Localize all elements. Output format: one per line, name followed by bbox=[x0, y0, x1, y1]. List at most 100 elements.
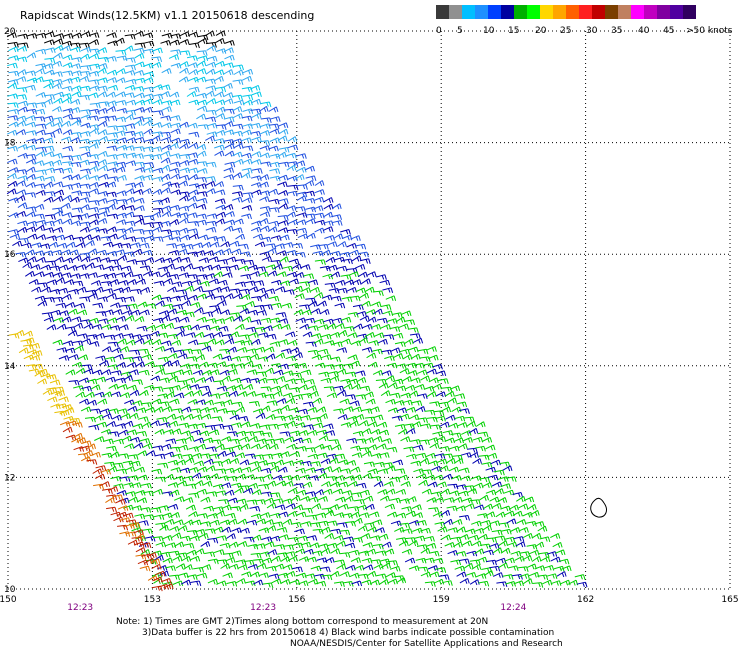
wind-barb bbox=[126, 361, 137, 368]
wind-barb bbox=[265, 264, 277, 270]
wind-barb bbox=[260, 467, 272, 474]
colorbar-swatch bbox=[605, 5, 618, 19]
wind-barb bbox=[294, 528, 305, 535]
wind-barb bbox=[35, 146, 47, 153]
wind-barb bbox=[88, 79, 100, 86]
wind-barb bbox=[316, 557, 328, 563]
wind-barb bbox=[7, 115, 19, 121]
wind-barb bbox=[196, 274, 208, 280]
wind-barb bbox=[403, 338, 414, 345]
wind-barb bbox=[16, 129, 27, 136]
wind-barb bbox=[260, 236, 272, 243]
wind-barb bbox=[234, 363, 246, 369]
wind-barb bbox=[194, 529, 206, 535]
wind-barb bbox=[464, 503, 475, 509]
wind-barb bbox=[203, 332, 215, 339]
wind-barb bbox=[170, 173, 181, 180]
wind-barb bbox=[53, 195, 64, 202]
wind-barb bbox=[399, 522, 411, 529]
wind-barb bbox=[205, 188, 216, 195]
colorbar-label: 10 bbox=[483, 26, 495, 36]
wind-barb bbox=[127, 454, 139, 460]
wind-barb bbox=[362, 472, 373, 479]
wind-barb bbox=[259, 140, 271, 146]
wind-barb bbox=[341, 234, 353, 241]
wind-barb bbox=[433, 410, 445, 416]
wind-barb bbox=[350, 511, 361, 518]
wind-barb bbox=[398, 428, 408, 435]
wind-barb bbox=[260, 405, 271, 412]
wind-barb bbox=[125, 64, 136, 71]
wind-barb bbox=[123, 443, 135, 449]
wind-barb bbox=[49, 265, 61, 272]
wind-barb bbox=[141, 188, 153, 194]
wind-barb bbox=[171, 408, 183, 414]
wind-barb bbox=[486, 452, 498, 459]
wind-barb bbox=[260, 101, 272, 108]
wind-barb bbox=[98, 173, 109, 180]
wind-barb bbox=[162, 491, 174, 497]
wind-barb bbox=[408, 390, 419, 397]
wind-barb bbox=[214, 295, 226, 302]
wind-barb bbox=[283, 460, 295, 467]
wind-barb bbox=[232, 227, 243, 234]
wind-barb bbox=[305, 206, 317, 213]
wind-barb bbox=[142, 490, 154, 497]
wind-barb bbox=[170, 236, 182, 242]
wind-barb bbox=[159, 84, 171, 91]
wind-barb bbox=[207, 578, 219, 585]
wind-barb bbox=[351, 452, 363, 458]
wind-barb bbox=[531, 532, 542, 539]
wind-barb bbox=[108, 259, 119, 266]
wind-barb bbox=[132, 379, 143, 386]
wind-barb bbox=[469, 579, 480, 586]
wind-barb bbox=[343, 536, 355, 543]
wind-barb bbox=[473, 504, 485, 511]
wind-barb bbox=[78, 75, 90, 82]
wind-barb bbox=[187, 122, 198, 129]
wind-barb bbox=[345, 564, 356, 571]
wind-barb bbox=[380, 304, 392, 310]
wind-barb bbox=[150, 375, 161, 382]
wind-barb bbox=[455, 505, 466, 512]
wind-barb bbox=[196, 316, 207, 323]
wind-barb bbox=[8, 333, 20, 339]
wind-barb bbox=[416, 520, 427, 526]
wind-barb bbox=[205, 226, 217, 233]
wind-barb bbox=[332, 488, 344, 495]
wind-barb bbox=[204, 551, 216, 558]
wind-barb bbox=[257, 356, 269, 362]
wind-barb bbox=[209, 393, 221, 399]
wind-barb bbox=[317, 244, 329, 250]
wind-barb bbox=[356, 377, 367, 383]
wind-barb bbox=[176, 309, 188, 316]
wind-barb bbox=[215, 86, 227, 93]
wind-barb bbox=[207, 537, 219, 544]
wind-barb bbox=[15, 210, 27, 217]
lat-tick-label: 18 bbox=[4, 139, 16, 149]
wind-barb bbox=[79, 252, 91, 259]
wind-barb bbox=[232, 172, 243, 179]
wind-barb bbox=[272, 474, 283, 481]
wind-barb bbox=[336, 347, 348, 353]
wind-barb bbox=[274, 504, 286, 511]
wind-barb bbox=[174, 265, 185, 272]
wind-barb bbox=[286, 443, 297, 450]
wind-barb bbox=[321, 354, 332, 360]
wind-barb bbox=[233, 218, 244, 225]
wind-barb bbox=[258, 527, 270, 534]
wind-barb bbox=[53, 317, 64, 323]
wind-barb bbox=[108, 383, 119, 390]
wind-barb bbox=[97, 91, 108, 98]
wind-barb bbox=[188, 492, 200, 499]
wind-barb bbox=[102, 288, 114, 294]
wind-barb bbox=[276, 250, 287, 256]
wind-barb bbox=[97, 211, 109, 217]
wind-barb bbox=[224, 489, 235, 496]
wind-barb bbox=[374, 461, 385, 468]
wind-barb bbox=[355, 438, 367, 445]
wind-barb bbox=[43, 271, 55, 278]
wind-barb bbox=[314, 189, 325, 195]
wind-barb bbox=[160, 157, 171, 164]
wind-barb bbox=[306, 385, 317, 391]
